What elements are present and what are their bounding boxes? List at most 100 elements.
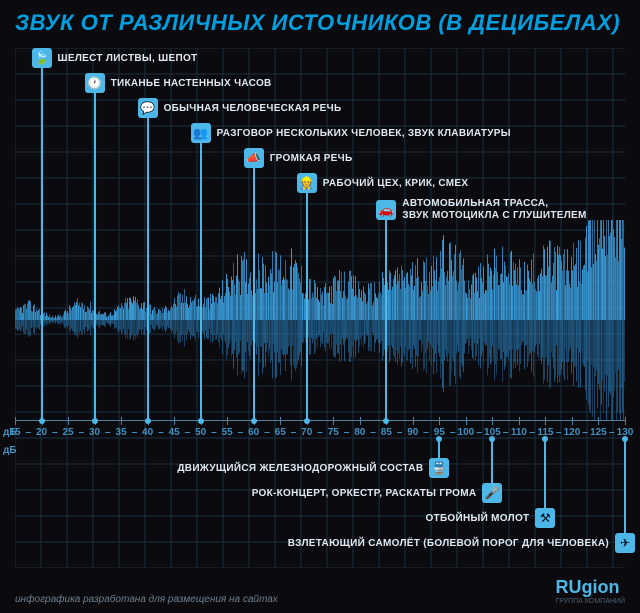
axis-tick-label: 55 bbox=[222, 427, 233, 438]
clock-icon: 🕐 bbox=[85, 73, 105, 93]
axis-tick-label: 20 bbox=[36, 427, 47, 438]
axis-tick-label: 120 bbox=[564, 427, 581, 438]
sound-item: 🎤 РОК-КОНЦЕРТ, ОРКЕСТР, РАСКАТЫ ГРОМА bbox=[252, 483, 503, 503]
sound-item: 🍃 ШЕЛЕСТ ЛИСТВЫ, ШЕПОТ bbox=[32, 48, 198, 68]
axis-tick-label: 90 bbox=[407, 427, 418, 438]
axis-dash: – bbox=[582, 427, 588, 438]
axis-dash: – bbox=[344, 427, 350, 438]
sound-item-label: ДВИЖУЩИЙСЯ ЖЕЛЕЗНОДОРОЖНЫЙ СОСТАВ bbox=[177, 463, 423, 474]
leaf-icon: 🍃 bbox=[32, 48, 52, 68]
logo-accent: gion bbox=[581, 577, 619, 597]
infographic-container: ЗВУК ОТ РАЗЛИЧНЫХ ИСТОЧНИКОВ (В ДЕЦИБЕЛА… bbox=[0, 0, 640, 613]
chart-area: дБ 15–20–25–30–35–40–45–50–55–60–65–70–7… bbox=[15, 48, 625, 568]
x-axis: дБ 15–20–25–30–35–40–45–50–55–60–65–70–7… bbox=[15, 420, 625, 440]
sound-item-label: ВЗЛЕТАЮЩИЙ САМОЛЁТ (БОЛЕВОЙ ПОРОГ ДЛЯ ЧЕ… bbox=[288, 538, 609, 549]
footer-text: инфографика разработана для размещения н… bbox=[15, 594, 278, 605]
axis-tick bbox=[413, 417, 414, 425]
logo-main: RU bbox=[555, 577, 581, 597]
leader-line bbox=[147, 108, 149, 420]
axis-tick bbox=[466, 417, 467, 425]
axis-tick-label: 45 bbox=[169, 427, 180, 438]
axis-dash: – bbox=[423, 427, 429, 438]
axis-tick bbox=[227, 417, 228, 425]
sound-item: 🚆 ДВИЖУЩИЙСЯ ЖЕЛЕЗНОДОРОЖНЫЙ СОСТАВ bbox=[177, 458, 449, 478]
axis-tick-label: 50 bbox=[195, 427, 206, 438]
axis-dash: – bbox=[185, 427, 191, 438]
axis-dash: – bbox=[291, 427, 297, 438]
axis-tick bbox=[545, 417, 546, 425]
axis-tick bbox=[598, 417, 599, 425]
chart-title: ЗВУК ОТ РАЗЛИЧНЫХ ИСТОЧНИКОВ (В ДЕЦИБЕЛА… bbox=[0, 0, 640, 41]
axis-tick bbox=[625, 417, 626, 425]
axis-tick-label: 125 bbox=[590, 427, 607, 438]
axis-tick-label: 60 bbox=[248, 427, 259, 438]
logo: RUgion ГРУППА КОМПАНИЙ bbox=[555, 577, 625, 605]
axis-dash: – bbox=[609, 427, 615, 438]
axis-dash: – bbox=[397, 427, 403, 438]
axis-tick bbox=[121, 417, 122, 425]
leader-line bbox=[544, 440, 546, 515]
worker-icon: 👷 bbox=[297, 173, 317, 193]
sound-item-label: РАБОЧИЙ ЦЕХ, КРИК, СМЕХ bbox=[323, 178, 469, 189]
axis-dash: – bbox=[211, 427, 217, 438]
axis-dash: – bbox=[79, 427, 85, 438]
leader-line bbox=[200, 133, 202, 420]
horn-icon: 📣 bbox=[244, 148, 264, 168]
axis-tick bbox=[572, 417, 573, 425]
leader-line bbox=[385, 208, 387, 420]
sound-item-label: РОК-КОНЦЕРТ, ОРКЕСТР, РАСКАТЫ ГРОМА bbox=[252, 488, 477, 499]
axis-tick bbox=[439, 417, 440, 425]
sound-item: 👥 РАЗГОВОР НЕСКОЛЬКИХ ЧЕЛОВЕК, ЗВУК КЛАВИ… bbox=[191, 123, 511, 143]
axis-tick-label: 40 bbox=[142, 427, 153, 438]
sound-item: 🚗АВТОМОБИЛЬНАЯ ТРАССА, ЗВУК МОТОЦИКЛА С … bbox=[376, 198, 586, 222]
sound-item-label: АВТОМОБИЛЬНАЯ ТРАССА, ЗВУК МОТОЦИКЛА С Г… bbox=[402, 198, 586, 222]
axis-dash: – bbox=[25, 427, 31, 438]
sound-item: 📣ГРОМКАЯ РЕЧЬ bbox=[244, 148, 353, 168]
axis-dash: – bbox=[52, 427, 58, 438]
footer: инфографика разработана для размещения н… bbox=[15, 577, 625, 605]
sound-item-label: РАЗГОВОР НЕСКОЛЬКИХ ЧЕЛОВЕК, ЗВУК КЛАВИА… bbox=[217, 128, 511, 139]
leader-line bbox=[306, 183, 308, 420]
axis-dash: – bbox=[370, 427, 376, 438]
leader-line bbox=[253, 158, 255, 420]
people-icon: 👥 bbox=[191, 123, 211, 143]
train-icon: 🚆 bbox=[429, 458, 449, 478]
axis-unit-bottom: дБ bbox=[3, 445, 17, 456]
sound-item-label: ОБЫЧНАЯ ЧЕЛОВЕЧЕСКАЯ РЕЧЬ bbox=[164, 103, 342, 114]
axis-dash: – bbox=[450, 427, 456, 438]
axis-dash: – bbox=[264, 427, 270, 438]
axis-tick bbox=[333, 417, 334, 425]
axis-tick-label: 100 bbox=[458, 427, 475, 438]
axis-tick bbox=[280, 417, 281, 425]
axis-dash: – bbox=[476, 427, 482, 438]
sound-item: 👷 РАБОЧИЙ ЦЕХ, КРИК, СМЕХ bbox=[297, 173, 469, 193]
axis-dash: – bbox=[556, 427, 562, 438]
axis-dash: – bbox=[158, 427, 164, 438]
axis-tick bbox=[519, 417, 520, 425]
leader-line bbox=[94, 83, 96, 420]
waveform bbox=[15, 220, 625, 420]
axis-tick bbox=[174, 417, 175, 425]
sound-item-label: ШЕЛЕСТ ЛИСТВЫ, ШЕПОТ bbox=[58, 53, 198, 64]
logo-subtitle: ГРУППА КОМПАНИЙ bbox=[555, 598, 625, 605]
axis-tick-label: 35 bbox=[116, 427, 127, 438]
axis-tick bbox=[360, 417, 361, 425]
plane-icon: ✈ bbox=[615, 533, 635, 553]
sound-item: ✈ ВЗЛЕТАЮЩИЙ САМОЛЁТ (БОЛЕВОЙ ПОРОГ ДЛЯ Ч… bbox=[288, 533, 635, 553]
axis-tick bbox=[15, 417, 16, 425]
axis-dash: – bbox=[503, 427, 509, 438]
axis-tick bbox=[492, 417, 493, 425]
axis-tick-label: 110 bbox=[511, 427, 527, 438]
axis-tick-label: 15 bbox=[9, 427, 20, 438]
mic-icon: 🎤 bbox=[482, 483, 502, 503]
axis-dash: – bbox=[317, 427, 323, 438]
speech-icon: 💬 bbox=[138, 98, 158, 118]
axis-tick bbox=[68, 417, 69, 425]
axis-tick-label: 80 bbox=[354, 427, 365, 438]
axis-tick-label: 85 bbox=[381, 427, 392, 438]
axis-tick-label: 30 bbox=[89, 427, 100, 438]
leader-line bbox=[624, 440, 626, 540]
sound-item-label: ОТБОЙНЫЙ МОЛОТ bbox=[425, 513, 529, 524]
sound-item-label: ТИКАНЬЕ НАСТЕННЫХ ЧАСОВ bbox=[111, 78, 272, 89]
axis-dash: – bbox=[529, 427, 535, 438]
